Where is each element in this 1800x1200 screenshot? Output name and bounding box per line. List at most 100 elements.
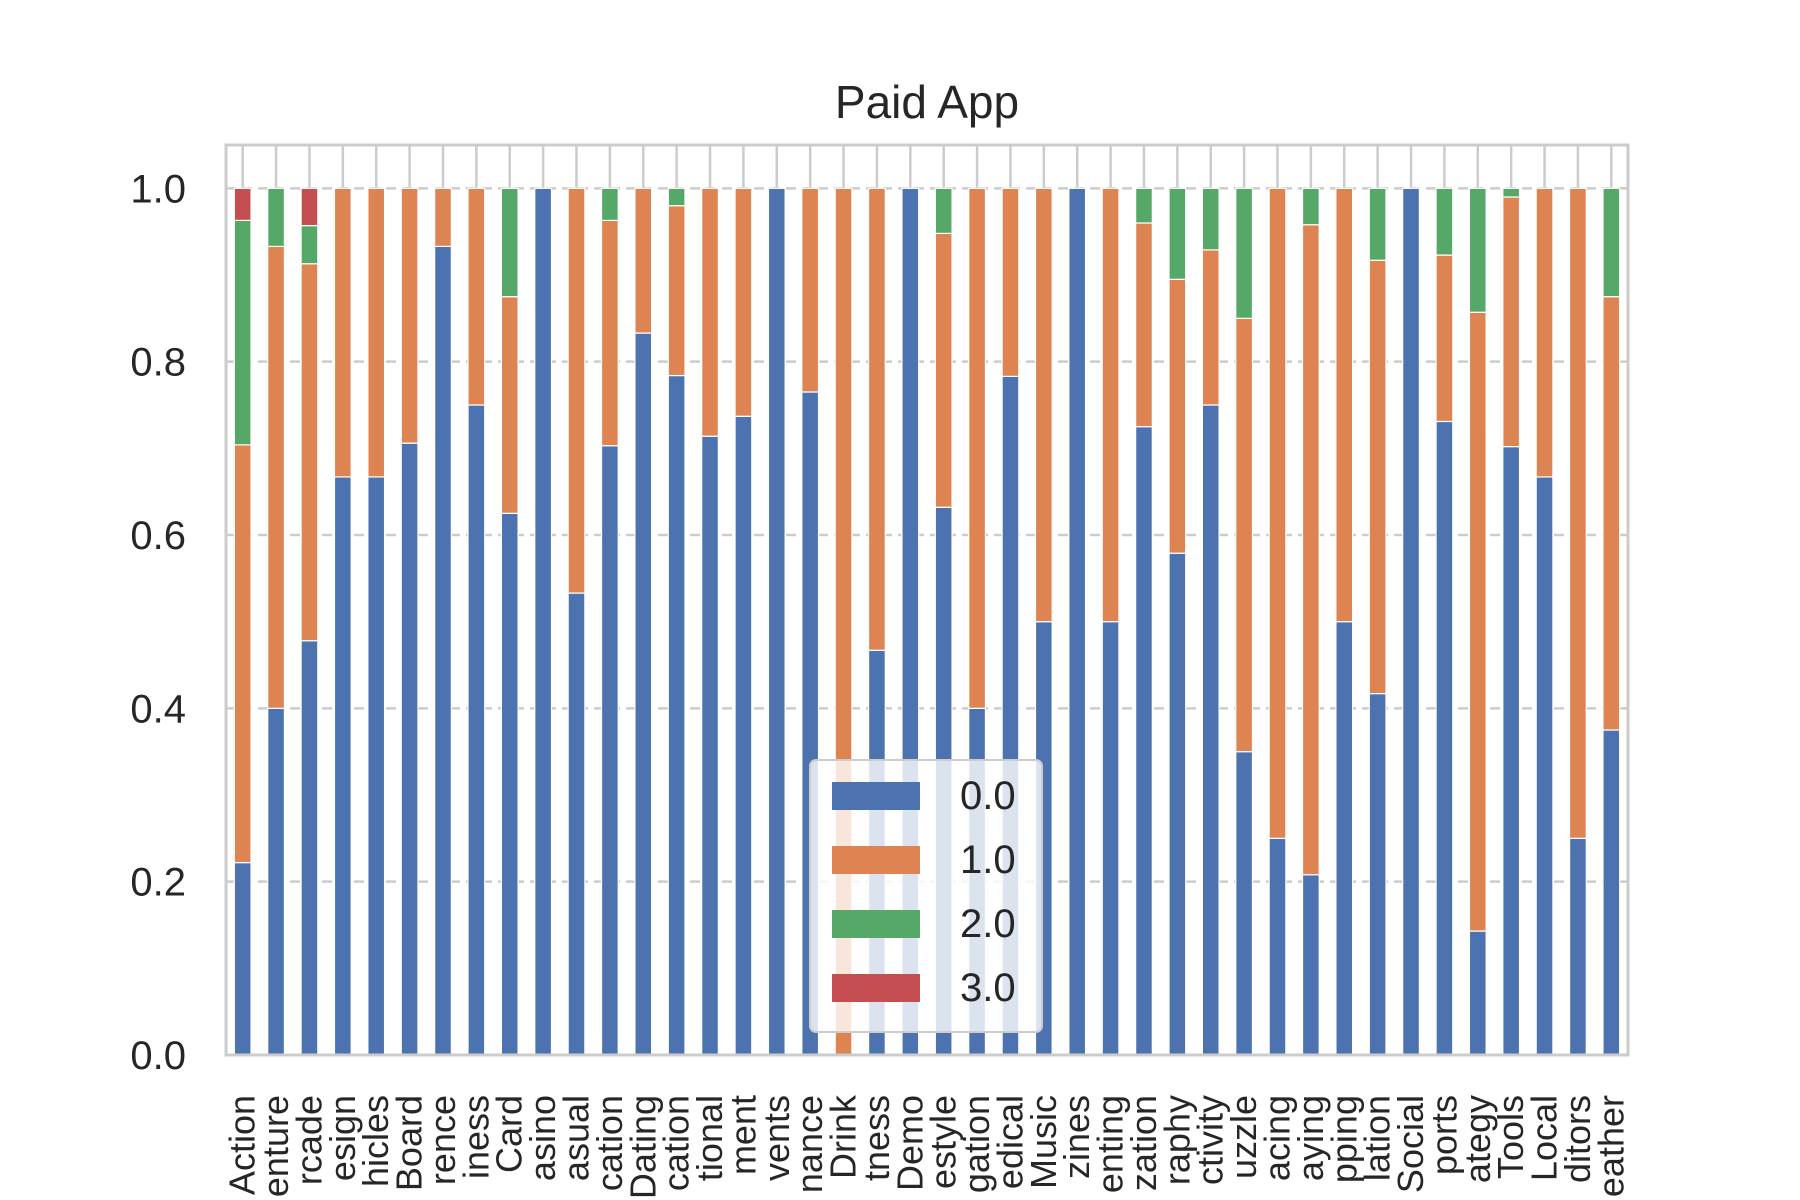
bar-segment — [333, 187, 352, 478]
bar-segment — [1602, 296, 1621, 731]
bar-segment — [333, 476, 352, 1056]
bar-segment — [801, 187, 820, 393]
legend: 0.0 1.0 2.0 3.0 — [809, 759, 1043, 1033]
bar-segment — [867, 187, 886, 651]
x-tick-label: estyle — [923, 1095, 964, 1189]
bar-segment — [1435, 187, 1454, 256]
bar-segment — [567, 187, 586, 594]
bar-segment — [1301, 874, 1320, 1056]
bar-segment — [767, 187, 786, 1056]
bar-segment — [467, 187, 486, 406]
x-tick-label: zation — [1123, 1095, 1164, 1191]
x-tick-label: raphy — [1156, 1095, 1197, 1185]
x-tick-label: Action — [222, 1095, 263, 1195]
x-tick-label: vents — [756, 1095, 797, 1181]
x-tick-label: iness — [455, 1095, 496, 1179]
y-tick-label: 0.0 — [130, 1034, 186, 1078]
bar-segment — [1435, 420, 1454, 1056]
bar-segment — [1502, 187, 1521, 198]
y-tick-label: 0.8 — [130, 341, 186, 385]
x-tick-label: Dating — [622, 1095, 663, 1199]
bar-segment — [500, 187, 519, 298]
bar-segment — [1101, 187, 1120, 623]
bar-segment — [1335, 621, 1354, 1056]
bar-segment — [1001, 187, 1020, 377]
bar-segment — [1402, 187, 1420, 1056]
bar-segment — [267, 707, 286, 1056]
bar-segment — [634, 187, 653, 334]
bar-segment — [300, 263, 319, 642]
x-tick-label: Tools — [1490, 1095, 1531, 1179]
x-tick-label: Social — [1390, 1095, 1431, 1193]
x-tick-label: aying — [1290, 1095, 1331, 1181]
legend-swatch — [832, 782, 920, 810]
x-tick-label: tness — [856, 1095, 897, 1181]
legend-label: 2.0 — [960, 902, 1016, 946]
legend-label: 1.0 — [960, 838, 1016, 882]
bar-segment — [1535, 187, 1554, 478]
bar-segment — [934, 187, 953, 234]
x-tick-label: Demo — [889, 1095, 930, 1191]
x-tick-label: Card — [489, 1095, 530, 1173]
bar-segment — [934, 232, 953, 508]
bar-segment — [968, 187, 987, 709]
bar-segment — [1368, 259, 1387, 695]
x-tick-label: zines — [1056, 1095, 1097, 1179]
x-tick-label: Local — [1524, 1095, 1565, 1181]
y-tick-label: 0.6 — [130, 514, 186, 558]
bar-segment — [1368, 692, 1387, 1056]
x-tick-label: ctivity — [1190, 1095, 1231, 1185]
x-tick-label: rence — [422, 1095, 463, 1185]
bar-segment — [600, 187, 619, 221]
bar-segment — [534, 187, 553, 1056]
bar-segment — [1201, 404, 1220, 1056]
bar-segment — [267, 187, 286, 247]
bar-segment — [233, 219, 252, 446]
legend-swatch — [832, 974, 920, 1002]
bar-segment — [500, 296, 519, 514]
bar-segment — [367, 187, 386, 478]
bar-segment — [634, 332, 653, 1056]
bar-segment — [233, 187, 252, 221]
bar-segment — [667, 187, 686, 207]
bar-segment — [1568, 837, 1587, 1056]
x-tick-label: pping — [1323, 1095, 1364, 1183]
bar-segment — [1201, 187, 1220, 251]
bar-segment — [667, 374, 686, 1056]
bar-segment — [701, 187, 719, 437]
legend-label: 0.0 — [960, 774, 1016, 818]
bar-segment — [1268, 187, 1287, 839]
x-tick-label: asino — [522, 1095, 563, 1181]
x-tick-label: ditors — [1557, 1095, 1598, 1183]
x-tick-label: Music — [1023, 1095, 1064, 1189]
bar-segment — [1602, 187, 1621, 298]
x-tick-label: gation — [956, 1095, 997, 1193]
x-tick-label: ports — [1423, 1095, 1464, 1175]
bar-segment — [434, 245, 452, 1056]
bar-segment — [1502, 196, 1521, 448]
bar-segment — [500, 512, 519, 1056]
bar-segment — [300, 225, 319, 265]
bar-segment — [400, 442, 419, 1056]
bar-segment — [701, 435, 719, 1056]
bar-segment — [1201, 249, 1220, 406]
x-tick-label: ment — [722, 1095, 763, 1175]
bar-segment — [1602, 729, 1621, 1056]
bar-segment — [1502, 446, 1521, 1056]
x-tick-label: rcade — [288, 1095, 329, 1185]
bar-segment — [434, 187, 452, 247]
x-tick-label: cation — [656, 1095, 697, 1191]
bar-segment — [1135, 222, 1153, 428]
bar-segment — [467, 404, 486, 1056]
bar-segment — [734, 187, 753, 417]
bar-segment — [1235, 751, 1254, 1056]
x-tick-label: esign — [322, 1095, 363, 1181]
bar-segment — [1235, 317, 1254, 753]
bar-segment — [233, 861, 252, 1056]
bar-segment — [1335, 187, 1354, 623]
chart-title: Paid App — [835, 76, 1019, 128]
bar-segment — [1101, 621, 1120, 1056]
bar-segment — [1135, 426, 1153, 1056]
x-axis-ticks: ActionenturercadeesignhiclesBoardrencein… — [222, 1094, 1632, 1199]
